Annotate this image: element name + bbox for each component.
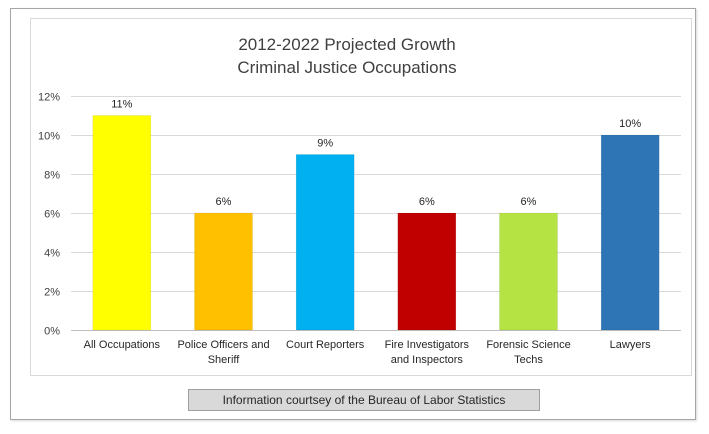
category-label: Forensic Science Techs — [486, 339, 570, 366]
category-label: Police Officers and Sheriff — [177, 339, 269, 366]
category-label: All Occupations — [84, 339, 161, 351]
data-label: 10% — [619, 118, 641, 130]
data-label: 6% — [216, 196, 232, 208]
bar — [397, 212, 457, 331]
category-label: Fire Investigators and Inspectors — [385, 339, 470, 366]
y-tick-label: 10% — [38, 131, 60, 143]
y-tick-label: 4% — [44, 248, 60, 260]
x-axis: All Occupations Police Officers and Sherif… — [84, 339, 652, 366]
bar — [499, 212, 558, 331]
data-label: 6% — [521, 196, 537, 208]
bar-chart: 2012-2022 Projected Growth Criminal Just… — [38, 35, 681, 366]
gridlines — [71, 96, 681, 331]
data-label: 6% — [419, 196, 435, 208]
bar — [295, 154, 355, 331]
y-axis: 0% 2% 4% 6% 8% 10% 12% — [38, 92, 60, 338]
y-tick-label: 8% — [44, 170, 60, 182]
chart-area: 2012-2022 Projected Growth Criminal Just… — [30, 18, 692, 376]
chart-subtitle: Criminal Justice Occupations — [237, 58, 456, 77]
category-label: Court Reporters — [286, 339, 365, 351]
category-label: Lawyers — [610, 339, 651, 351]
y-tick-label: 12% — [38, 92, 60, 104]
data-labels: 11% 6% 9% 6% 6% 10% — [111, 99, 641, 209]
source-note: Information courtsey of the Bureau of La… — [188, 389, 540, 411]
data-label: 11% — [111, 99, 132, 111]
y-tick-label: 6% — [44, 209, 60, 221]
bar — [600, 134, 660, 331]
y-tick-label: 0% — [44, 326, 60, 338]
y-tick-label: 2% — [44, 287, 60, 299]
data-label: 9% — [317, 138, 333, 150]
bars — [92, 115, 660, 331]
bar — [92, 115, 152, 331]
chart-title: 2012-2022 Projected Growth — [238, 35, 455, 54]
bar — [194, 212, 253, 331]
